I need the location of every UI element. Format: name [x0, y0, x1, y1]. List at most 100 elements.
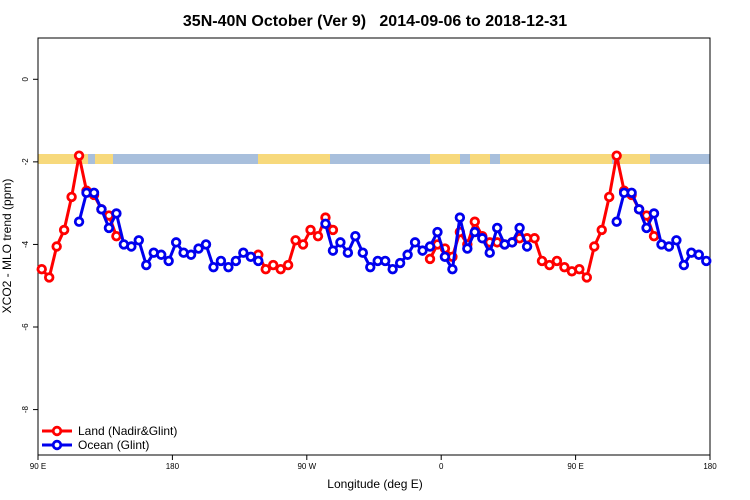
data-point — [477, 233, 488, 244]
data-point — [36, 264, 47, 275]
data-point — [447, 264, 458, 275]
data-point — [133, 235, 144, 246]
data-point — [559, 261, 570, 273]
data-point — [409, 237, 421, 248]
legend-label: Land (Nadir&Glint) — [78, 424, 177, 438]
x-tick-label: 90 E — [30, 462, 46, 471]
data-point — [238, 247, 249, 258]
data-point — [693, 249, 704, 260]
data-point — [51, 241, 62, 252]
x-tick-label: 90 E — [567, 462, 583, 471]
y-tick-label: -8 — [21, 405, 30, 413]
data-point — [223, 261, 234, 273]
data-point — [268, 259, 279, 271]
data-point — [551, 255, 563, 267]
data-point — [529, 233, 540, 244]
data-point — [342, 247, 354, 258]
data-point — [678, 259, 690, 271]
data-point — [282, 259, 294, 271]
legend-label: Ocean (Glint) — [78, 438, 149, 452]
data-point — [462, 243, 473, 254]
y-tick-label: -4 — [21, 240, 30, 248]
data-point — [141, 259, 152, 271]
data-point — [126, 241, 137, 252]
data-point — [88, 187, 100, 199]
series — [36, 150, 660, 283]
plot-frame — [37, 37, 711, 456]
y-axis-label: XCO2 - MLO trend (ppm) — [0, 179, 14, 314]
data-point — [245, 251, 256, 263]
data-point — [327, 224, 339, 236]
x-tick-label: 90 W — [297, 462, 316, 471]
x-tick-label: 180 — [166, 462, 180, 471]
data-point — [111, 230, 122, 242]
data-point — [155, 249, 167, 260]
data-point — [506, 237, 518, 248]
data-point — [469, 216, 480, 227]
data-point — [641, 222, 652, 234]
data-point — [492, 222, 503, 234]
data-point — [297, 239, 309, 250]
data-point — [439, 251, 451, 263]
data-point — [58, 224, 70, 236]
data-point — [671, 235, 682, 246]
data-point — [230, 255, 242, 267]
data-point — [633, 204, 645, 215]
data-point — [111, 208, 122, 219]
data-point — [193, 243, 204, 254]
data-point — [335, 237, 346, 248]
data-point — [73, 216, 85, 227]
data-point — [66, 191, 77, 203]
data-point — [275, 264, 286, 275]
data-point — [305, 224, 316, 236]
legend-marker — [51, 425, 63, 437]
data-point — [581, 272, 592, 283]
data-point — [103, 222, 115, 234]
x-tick-label: 180 — [703, 462, 717, 471]
data-point — [626, 187, 637, 199]
data-point — [417, 245, 428, 256]
data-point — [604, 191, 615, 203]
data-point — [432, 226, 443, 238]
data-point — [424, 241, 436, 252]
legend-marker — [51, 439, 63, 451]
data-point — [663, 241, 675, 252]
y-tick-label: -6 — [21, 323, 30, 331]
data-point — [469, 226, 480, 238]
data-point — [96, 204, 107, 215]
data-point — [596, 224, 607, 236]
data-point — [589, 241, 600, 252]
data-point — [357, 247, 368, 258]
data-point — [320, 218, 331, 229]
data-point — [185, 249, 197, 260]
data-point — [394, 257, 406, 269]
chart-title: 35N-40N October (Ver 9) 2014-09-06 to 20… — [183, 13, 567, 30]
data-point — [536, 255, 548, 267]
data-point — [200, 239, 212, 250]
data-point — [170, 237, 182, 248]
data-point — [73, 150, 85, 161]
data-point — [424, 253, 436, 265]
data-point — [648, 208, 660, 219]
data-point — [514, 222, 525, 234]
series — [73, 187, 712, 275]
data-point — [454, 212, 466, 223]
y-tick-label: -2 — [21, 158, 30, 166]
data-point — [290, 235, 301, 246]
data-point — [574, 264, 585, 275]
x-axis-label: Longitude (deg E) — [327, 477, 422, 491]
data-point — [484, 247, 495, 258]
data-point — [365, 261, 376, 273]
data-point — [611, 150, 622, 161]
data-point — [648, 230, 660, 242]
data-point — [402, 249, 413, 260]
data-point — [380, 255, 391, 267]
data-point — [611, 216, 622, 227]
data-point — [521, 241, 533, 252]
data-point — [312, 230, 324, 242]
legend: Land (Nadir&Glint)Ocean (Glint) — [42, 424, 177, 452]
data-point — [253, 255, 264, 267]
x-tick-label: 0 — [439, 462, 444, 471]
data-point — [208, 261, 219, 273]
data-point — [44, 272, 55, 283]
